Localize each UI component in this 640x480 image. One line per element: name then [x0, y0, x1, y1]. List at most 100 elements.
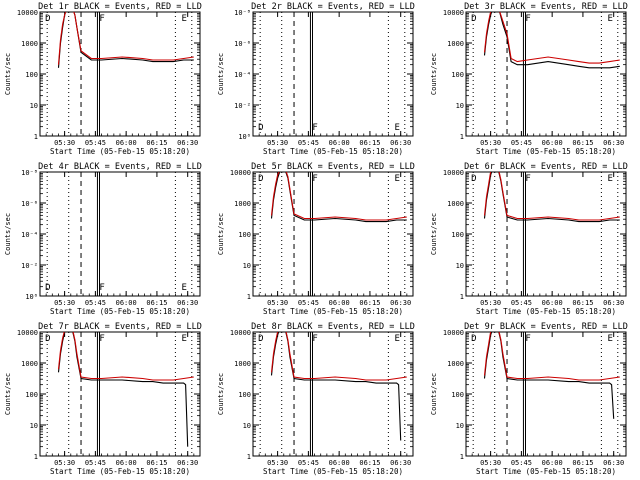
y-tick-label: 1	[34, 133, 38, 141]
flare-marker: F	[525, 334, 530, 344]
y-axis-label: Counts/sec	[217, 53, 225, 95]
y-axis-label: Counts/sec	[217, 373, 225, 415]
chart-panel-6r: Det 6r BLACK = Events, RED = LLD 1 10 100 10…	[430, 162, 628, 316]
y-tick-label: 1000	[447, 40, 464, 48]
x-tick-label: 06:30	[390, 459, 411, 467]
flare-marker: D	[471, 174, 476, 184]
x-axis-label: Start Time (05-Feb-15 05:18:20)	[476, 467, 616, 476]
flare-marker: F	[312, 334, 317, 344]
x-tick-label: 06:15	[146, 459, 167, 467]
flare-marker: D	[45, 283, 50, 293]
y-axis-label: Counts/sec	[4, 213, 12, 255]
x-tick-label: 06:15	[359, 459, 380, 467]
flare-marker: D	[258, 123, 263, 133]
x-tick-label: 05:45	[85, 139, 106, 147]
flare-marker: E	[181, 334, 186, 344]
y-tick-label: 1000	[21, 360, 38, 368]
x-tick-label: 06:15	[359, 299, 380, 307]
flare-marker: E	[181, 283, 186, 293]
flare-marker: E	[394, 174, 399, 184]
y-tick-label: 100	[451, 391, 464, 399]
x-tick-label: 05:45	[85, 299, 106, 307]
flare-marker: E	[607, 334, 612, 344]
chart-panel-4r: Det 4r BLACK = Events, RED = LLD 10⁰ 10⁻² 1…	[4, 162, 202, 316]
plot-frame	[252, 11, 414, 137]
y-tick-label: 10⁻⁴	[234, 71, 251, 79]
y-tick-label: 10⁰	[25, 293, 38, 301]
y-tick-label: 1000	[234, 360, 251, 368]
x-tick-label: 06:15	[359, 139, 380, 147]
flare-marker: D	[471, 14, 476, 24]
series-line-lld	[57, 332, 194, 381]
y-tick-label: 10000	[230, 169, 251, 177]
flare-marker: F	[525, 174, 530, 184]
chart-panel-5r: Det 5r BLACK = Events, RED = LLD 1 10 100 10…	[217, 162, 415, 316]
x-tick-label: 05:45	[298, 299, 319, 307]
y-tick-label: 1	[34, 453, 38, 461]
flare-marker: E	[394, 123, 399, 133]
x-tick-label: 05:30	[267, 459, 288, 467]
series-line-lld	[483, 12, 620, 64]
flare-marker: F	[99, 283, 104, 293]
x-tick-label: 05:45	[511, 459, 532, 467]
x-tick-label: 05:30	[480, 459, 501, 467]
y-axis-label: Counts/sec	[430, 213, 438, 255]
y-tick-label: 1	[247, 293, 251, 301]
y-tick-label: 10	[243, 262, 251, 270]
y-tick-label: 10⁰	[238, 133, 251, 141]
x-tick-label: 05:30	[54, 459, 75, 467]
x-tick-label: 06:00	[329, 299, 350, 307]
plot-frame	[252, 331, 414, 457]
chart-title: Det 8r BLACK = Events, RED = LLD	[251, 322, 415, 332]
series-line-lld	[483, 332, 620, 381]
x-axis-label: Start Time (05-Feb-15 05:18:20)	[263, 307, 403, 316]
y-tick-label: 10⁻⁴	[21, 231, 38, 239]
y-tick-label: 10	[30, 422, 38, 430]
y-tick-label: 10⁻⁸	[21, 169, 38, 177]
flare-marker: E	[607, 14, 612, 24]
y-tick-label: 10000	[230, 329, 251, 337]
y-tick-label: 10	[456, 422, 464, 430]
flare-marker: E	[181, 14, 186, 24]
y-tick-label: 10000	[443, 9, 464, 17]
series-line-lld	[57, 12, 194, 65]
x-tick-label: 06:00	[542, 459, 563, 467]
y-tick-label: 100	[25, 71, 38, 79]
x-tick-label: 06:15	[572, 459, 593, 467]
x-tick-label: 05:30	[54, 139, 75, 147]
plot-frame	[465, 331, 627, 457]
flare-marker: E	[394, 334, 399, 344]
y-tick-label: 100	[451, 71, 464, 79]
x-tick-label: 05:45	[511, 299, 532, 307]
x-tick-label: 06:15	[146, 139, 167, 147]
y-tick-label: 1000	[447, 200, 464, 208]
x-axis-label: Start Time (05-Feb-15 05:18:20)	[50, 467, 190, 476]
chart-title: Det 2r BLACK = Events, RED = LLD	[251, 2, 415, 12]
y-tick-label: 10⁻⁶	[21, 200, 38, 208]
x-tick-label: 06:00	[116, 299, 137, 307]
y-axis-label: Counts/sec	[430, 373, 438, 415]
x-tick-label: 06:00	[116, 139, 137, 147]
flare-marker: D	[258, 334, 263, 344]
flare-marker: D	[45, 14, 50, 24]
x-axis-label: Start Time (05-Feb-15 05:18:20)	[476, 147, 616, 156]
plot-frame	[39, 11, 201, 137]
y-tick-label: 10⁻²	[234, 102, 251, 110]
y-axis-label: Counts/sec	[4, 53, 12, 95]
x-tick-label: 06:30	[603, 139, 624, 147]
y-tick-label: 10⁻²	[21, 262, 38, 270]
y-tick-label: 10	[456, 102, 464, 110]
chart-title: Det 7r BLACK = Events, RED = LLD	[38, 322, 202, 332]
flare-marker: E	[607, 174, 612, 184]
y-tick-label: 100	[25, 391, 38, 399]
y-axis-label: Counts/sec	[430, 53, 438, 95]
x-tick-label: 05:45	[85, 459, 106, 467]
x-tick-label: 06:00	[116, 459, 137, 467]
x-tick-label: 06:30	[177, 139, 198, 147]
plot-frame	[465, 171, 627, 297]
flare-marker: D	[471, 334, 476, 344]
x-tick-label: 05:30	[480, 299, 501, 307]
series-line-lld	[270, 172, 407, 221]
y-tick-label: 10000	[443, 329, 464, 337]
